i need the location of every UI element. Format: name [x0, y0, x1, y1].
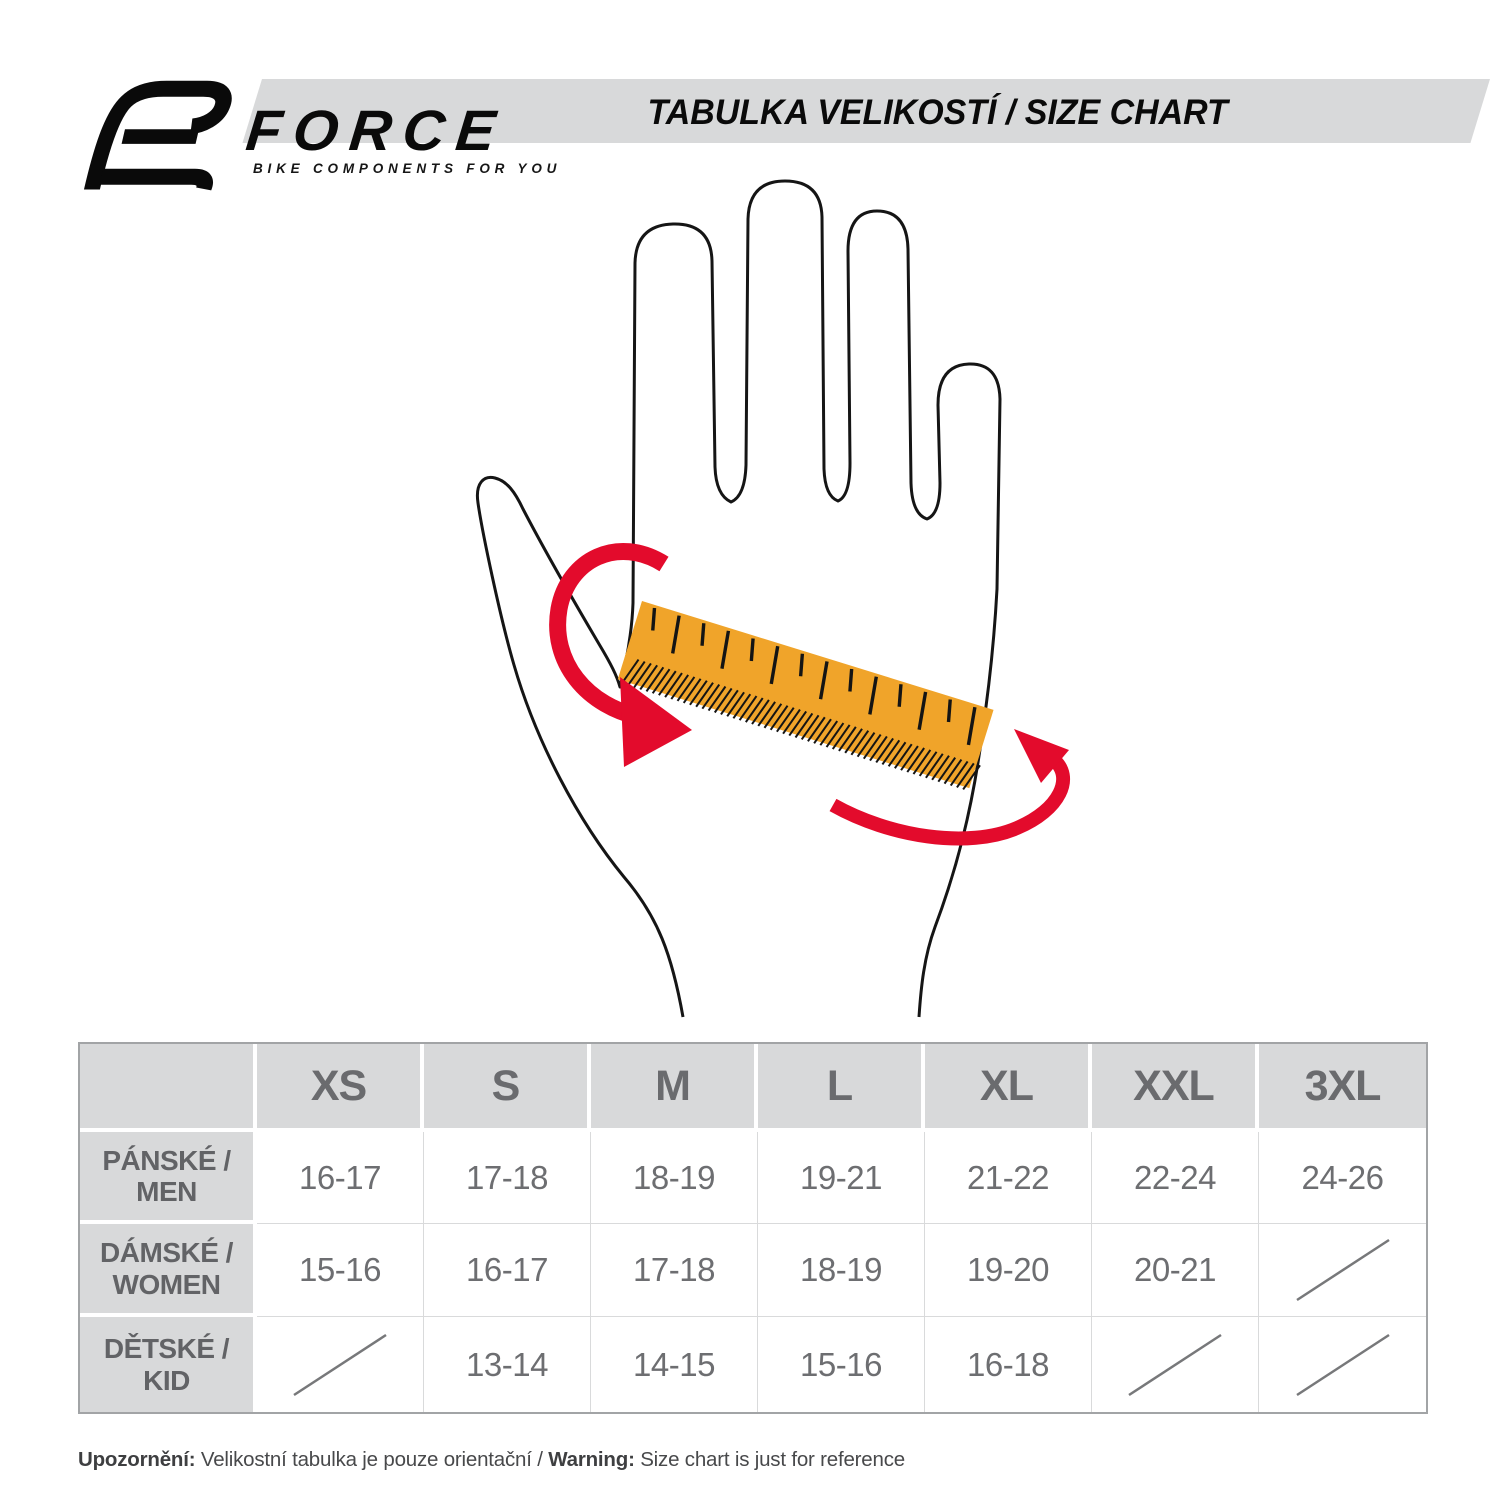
not-available-slash-icon — [293, 1333, 387, 1396]
wrap-arrow-right-head — [1014, 729, 1069, 783]
table-cell: 13-14 — [424, 1317, 591, 1412]
table-cell: 20-21 — [1092, 1224, 1259, 1317]
table-cell: 24-26 — [1259, 1132, 1426, 1224]
row-header-men: PÁNSKÉ / MEN — [80, 1132, 257, 1224]
table-cell: 17-18 — [591, 1224, 758, 1317]
table-cell: 17-18 — [424, 1132, 591, 1224]
table-cell: 18-19 — [591, 1132, 758, 1224]
table-cell: 14-15 — [591, 1317, 758, 1412]
row-label-en: WOMEN — [112, 1268, 221, 1300]
table-cell: 15-16 — [758, 1317, 925, 1412]
page-title: TABULKA VELIKOSTÍ / SIZE CHART — [647, 93, 1228, 132]
not-available-slash-icon — [1128, 1333, 1222, 1396]
col-header-xs: XS — [257, 1044, 424, 1132]
size-table: XS S M L XL XXL 3XL PÁNSKÉ / MEN 16-17 1… — [78, 1042, 1428, 1414]
footer-cs-bold: Upozornění: — [78, 1448, 196, 1471]
force-logo-icon — [83, 80, 232, 191]
hand-measure-illustration — [420, 165, 1120, 1025]
table-cell: 21-22 — [925, 1132, 1092, 1224]
row-header-kid: DĚTSKÉ / KID — [80, 1317, 257, 1412]
row-header-women: DÁMSKÉ / WOMEN — [80, 1224, 257, 1317]
table-cell-empty — [1259, 1224, 1426, 1317]
table-corner-cell — [80, 1044, 257, 1132]
col-header-xxl: XXL — [1092, 1044, 1259, 1132]
not-available-slash-icon — [1295, 1333, 1390, 1396]
wrap-arrow-left-head — [620, 677, 692, 767]
footer-en-text: Size chart is just for reference — [634, 1448, 905, 1471]
table-cell: 15-16 — [257, 1224, 424, 1317]
row-label-cs: DĚTSKÉ / — [103, 1333, 230, 1365]
not-available-slash-icon — [1295, 1238, 1390, 1302]
footer-cs-text: Velikostní tabulka je pouze orientační / — [195, 1448, 549, 1471]
footer-en-bold: Warning: — [548, 1448, 635, 1471]
row-label-en: MEN — [136, 1176, 197, 1207]
col-header-m: M — [591, 1044, 758, 1132]
table-cell-empty — [257, 1317, 424, 1412]
wrap-arrow-right-arc — [829, 753, 1070, 846]
table-cell-empty — [1092, 1317, 1259, 1412]
col-header-xl: XL — [925, 1044, 1092, 1132]
brand-name: FORCE — [243, 99, 510, 163]
col-header-s: S — [424, 1044, 591, 1132]
table-cell: 16-18 — [925, 1317, 1092, 1412]
table-cell: 16-17 — [424, 1224, 591, 1317]
table-cell: 19-21 — [758, 1132, 925, 1224]
footer-note: Upozornění: Velikostní tabulka je pouze … — [78, 1448, 905, 1472]
brand-tagline: BIKE COMPONENTS FOR YOU — [253, 161, 562, 176]
table-cell: 22-24 — [1092, 1132, 1259, 1224]
row-label-cs: DÁMSKÉ / — [100, 1237, 233, 1269]
measuring-ruler — [617, 601, 994, 790]
table-cell: 19-20 — [925, 1224, 1092, 1317]
table-cell: 16-17 — [257, 1132, 424, 1224]
col-header-l: L — [758, 1044, 925, 1132]
table-cell: 18-19 — [758, 1224, 925, 1317]
row-label-en: KID — [143, 1364, 190, 1396]
table-cell-empty — [1259, 1317, 1426, 1412]
row-label-cs: PÁNSKÉ / — [102, 1144, 231, 1176]
hand-outline — [475, 179, 1002, 1018]
col-header-3xl: 3XL — [1259, 1044, 1426, 1132]
wrap-arrow-left-arc — [549, 543, 669, 727]
